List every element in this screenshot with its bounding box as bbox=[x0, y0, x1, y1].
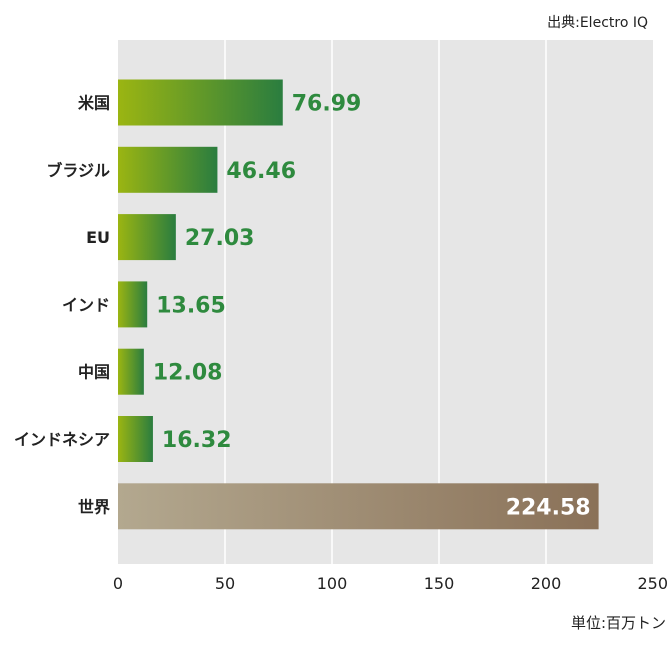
category-label: 米国 bbox=[78, 94, 110, 113]
x-tick-label: 50 bbox=[215, 574, 235, 593]
bar-2 bbox=[118, 214, 176, 261]
category-label: 中国 bbox=[78, 363, 110, 382]
x-tick-label: 150 bbox=[424, 574, 455, 593]
value-label: 46.46 bbox=[226, 159, 296, 184]
source-label: 出典:Electro IQ bbox=[547, 15, 648, 31]
category-label: 世界 bbox=[78, 497, 110, 516]
bar-1 bbox=[118, 146, 218, 193]
bar-0 bbox=[118, 79, 283, 126]
bar-4 bbox=[118, 348, 144, 395]
bars bbox=[118, 79, 599, 530]
value-label: 13.65 bbox=[156, 293, 226, 318]
x-tick-label: 100 bbox=[317, 574, 348, 593]
x-axis-ticks: 0 50 100 150 200 250 bbox=[113, 574, 668, 593]
x-tick-label: 200 bbox=[531, 574, 562, 593]
value-label: 224.58 bbox=[506, 495, 591, 520]
value-label: 16.32 bbox=[162, 428, 232, 453]
gridlines bbox=[224, 40, 547, 564]
value-labels: 76.99 46.46 27.03 13.65 12.08 16.32 224.58 bbox=[153, 92, 591, 521]
value-label: 27.03 bbox=[185, 226, 255, 251]
x-tick-label: 250 bbox=[637, 574, 668, 593]
plot-area bbox=[118, 40, 653, 564]
bar-5 bbox=[118, 416, 153, 462]
value-label: 76.99 bbox=[292, 92, 362, 117]
category-label: EU bbox=[86, 228, 110, 247]
x-tick-label: 0 bbox=[113, 574, 123, 593]
category-label: インド bbox=[62, 295, 110, 314]
bar-3 bbox=[118, 281, 148, 328]
unit-label: 単位:百万トン bbox=[570, 614, 666, 632]
category-label: インドネシア bbox=[14, 430, 110, 449]
bar-6 bbox=[118, 483, 599, 530]
category-label: ブラジル bbox=[46, 161, 110, 180]
value-label: 12.08 bbox=[153, 361, 223, 386]
